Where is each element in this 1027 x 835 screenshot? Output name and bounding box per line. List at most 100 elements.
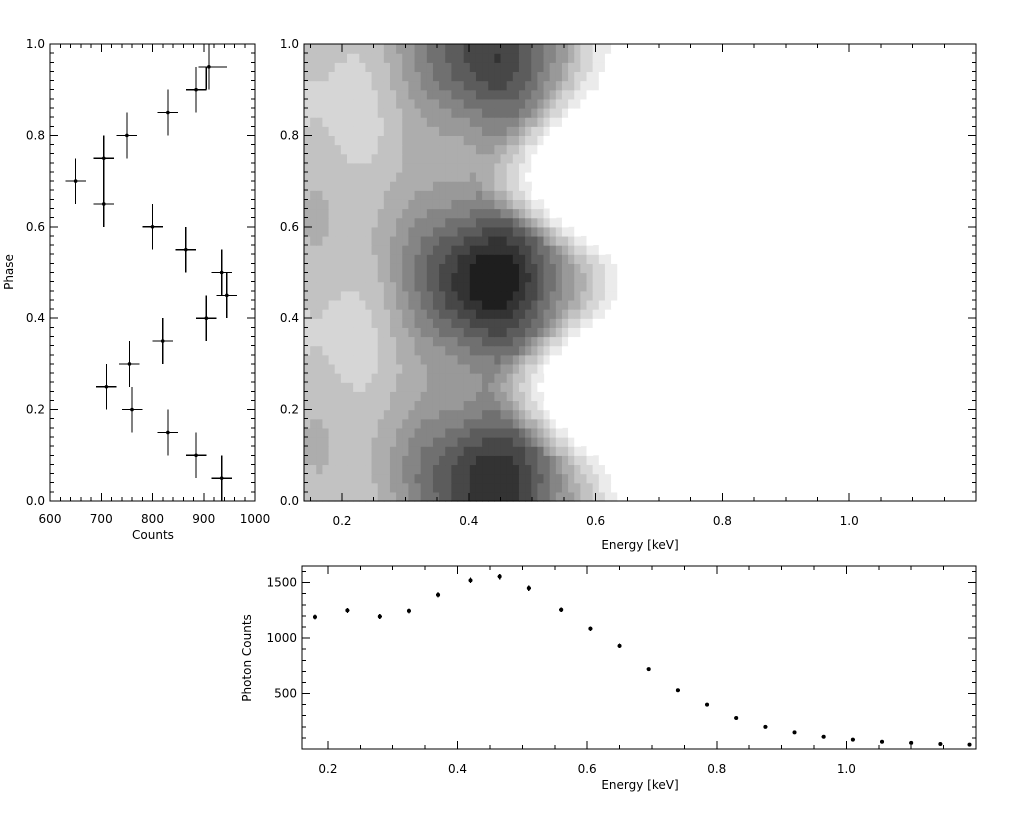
heatmap-cell: [365, 290, 373, 301]
heatmap-cell: [445, 162, 452, 173]
heatmap-cell: [432, 162, 440, 173]
heatmap-cell: [494, 400, 502, 411]
heatmap-cell: [383, 71, 391, 82]
heatmap-cell: [402, 98, 410, 109]
heatmap-cell: [555, 299, 563, 310]
heatmap-cell: [598, 245, 606, 255]
heatmap-cell: [469, 254, 477, 264]
heatmap-cell: [353, 281, 360, 292]
heatmap-cell: [451, 382, 459, 392]
heatmap-cell: [512, 144, 520, 155]
heatmap-cell: [518, 491, 526, 502]
heatmap-cell: [328, 437, 336, 447]
heatmap-cell: [426, 89, 434, 100]
heatmap-cell: [340, 354, 348, 365]
heatmap-cell: [396, 391, 403, 402]
heatmap-cell: [537, 44, 545, 54]
heatmap-cell: [365, 181, 373, 191]
heatmap-cell: [451, 363, 459, 374]
heatmap-cell: [408, 409, 416, 420]
heatmap-cell: [359, 199, 367, 210]
heatmap-cell: [316, 272, 324, 283]
heatmap-cell: [537, 71, 545, 82]
heatmap-cell: [377, 162, 385, 173]
heatmap-cell: [359, 318, 367, 328]
heatmap-cell: [463, 400, 471, 411]
spectrum-y-tick-label: 500: [274, 687, 297, 701]
heatmap-cell: [531, 226, 538, 237]
heatmap-cell: [568, 98, 575, 109]
heatmap-cell: [432, 53, 440, 63]
heatmap-cell: [549, 327, 557, 338]
heatmap-cell: [340, 217, 348, 228]
heatmap-cell: [445, 44, 452, 54]
heatmap-cell: [408, 345, 416, 356]
heatmap-cell: [518, 345, 526, 356]
heatmap-cell: [580, 80, 588, 91]
heatmap-cell: [334, 53, 342, 63]
heatmap-cell: [316, 354, 324, 365]
heatmap-cell: [340, 446, 348, 456]
heatmap-cell: [322, 400, 330, 411]
heatmap-cell: [408, 290, 416, 301]
heatmap-cell: [322, 382, 330, 392]
heatmap-cell: [353, 482, 360, 493]
heatmap-cell: [389, 190, 397, 200]
heatmap-cell: [353, 491, 360, 502]
spectrum-point: [705, 702, 710, 707]
heatmap-cell: [500, 171, 508, 182]
heatmap-cell: [328, 80, 336, 91]
heatmap-cell: [402, 44, 410, 54]
heatmap-cell: [537, 53, 545, 63]
heatmap-cell: [469, 455, 477, 466]
heatmap-cell: [420, 263, 428, 274]
heatmap-cell: [340, 363, 348, 374]
heatmap-cell: [457, 245, 465, 255]
heatmap-cell: [402, 318, 410, 328]
heatmap-cell: [500, 235, 508, 246]
heatmap-cell: [328, 354, 336, 365]
heatmap-cell: [439, 309, 446, 319]
heatmap-cell: [439, 53, 446, 63]
heatmap-cell: [402, 208, 410, 219]
heatmap-cell: [414, 217, 422, 228]
heatmap-cell: [488, 235, 495, 246]
heatmap-cell: [353, 354, 360, 365]
heatmap-cell: [598, 473, 606, 484]
heatmap-cell: [304, 226, 311, 237]
heatmap-cell: [469, 217, 477, 228]
phase-counts-point: [160, 339, 165, 343]
heatmap-cell: [310, 327, 317, 338]
heatmap-cell: [611, 254, 618, 264]
heatmap-cell: [512, 53, 520, 63]
heatmap-cell: [408, 373, 416, 383]
heatmap-cell: [445, 80, 452, 91]
heatmap-cell: [506, 107, 514, 118]
heatmap-cell: [549, 245, 557, 255]
heatmap-cell: [408, 107, 416, 118]
heatmap-cell: [555, 446, 563, 456]
heatmap-cell: [322, 464, 330, 475]
heatmap-cell: [322, 409, 330, 420]
heatmap-cell: [561, 217, 569, 228]
heatmap-cell: [543, 437, 551, 447]
heatmap-cell: [365, 62, 373, 73]
heatmap-cell: [531, 418, 538, 429]
heatmap-cell: [482, 162, 489, 173]
phase-counts-x-tick-label: 800: [141, 512, 164, 526]
heatmap-cell: [494, 153, 502, 164]
heatmap-cell: [328, 281, 336, 292]
heatmap-cell: [426, 272, 434, 283]
heatmap-cell: [365, 473, 373, 484]
heatmap-cell: [328, 44, 336, 54]
heatmap-cell: [340, 245, 348, 255]
heatmap-cell: [334, 318, 342, 328]
heatmap-cell: [604, 290, 612, 301]
heatmap-cell: [365, 382, 373, 392]
heatmap-cell: [451, 107, 459, 118]
heatmap-cell: [432, 437, 440, 447]
heatmap-cell: [488, 254, 495, 264]
heatmap-cell: [408, 363, 416, 374]
heatmap-cell: [402, 263, 410, 274]
